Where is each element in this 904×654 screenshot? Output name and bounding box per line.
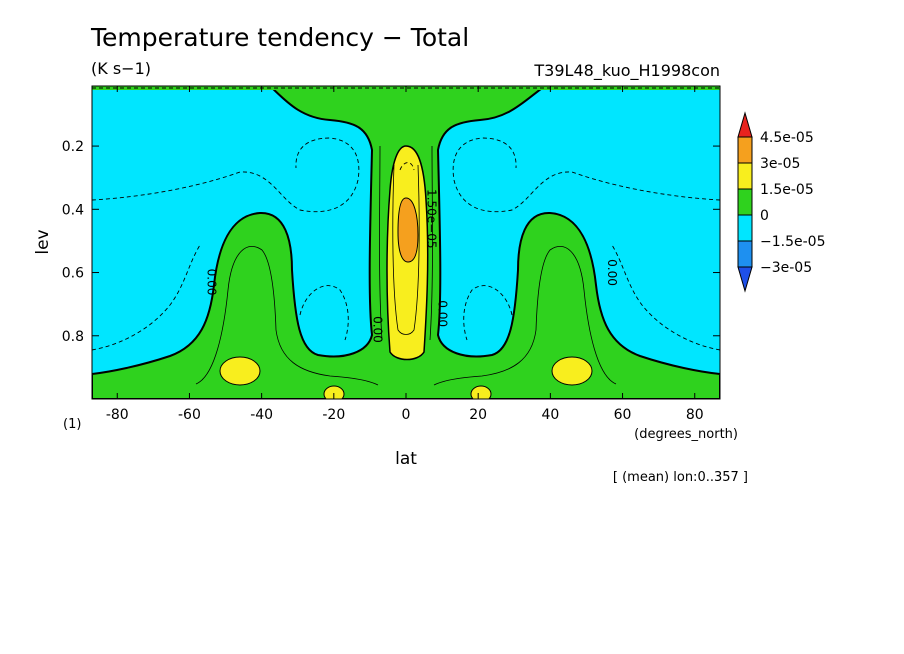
colorbar-segment (737, 240, 753, 268)
thin-contours (195, 145, 617, 386)
contour-label: 0.00 (435, 300, 449, 327)
contour-field: 0.00 0.00 0.00 0.00 1.50e−05 (92, 86, 720, 399)
small-maximum-north (470, 385, 492, 399)
x-tick-label: -20 (322, 407, 345, 423)
colorbar-segment (737, 136, 753, 164)
x-tick-label: 80 (686, 407, 704, 423)
y-tick-label: 0.8 (62, 329, 84, 345)
colorbar: 4.5e-05 3e-05 1.5e-05 0 −1.5e-05 −3e-05 (737, 111, 825, 293)
x-units-label: (degrees_north) (634, 427, 738, 442)
colorbar-top-arrow (737, 111, 753, 138)
y-axis: 0.2 0.4 0.6 0.8 (62, 139, 720, 345)
x-axis: -80 -60 -40 -20 0 20 40 60 80 (106, 86, 704, 423)
contour-label: 0.00 (371, 316, 385, 343)
mean-note: [ (mean) lon:0..357 ] (613, 470, 748, 485)
colorbar-segment (737, 162, 753, 190)
y-tick-label: 0.4 (62, 202, 84, 218)
colorbar-segment (737, 188, 753, 216)
x-tick-label: -80 (106, 407, 129, 423)
contour-label: 0.00 (605, 259, 619, 286)
x-tick-label: -60 (178, 407, 201, 423)
negative-contours (92, 87, 720, 351)
southern-low-maximum (219, 356, 261, 386)
colorbar-label: −1.5e-05 (760, 234, 825, 250)
colorbar-label: 4.5e-05 (760, 130, 814, 146)
colorbar-bottom-arrow (737, 266, 753, 293)
x-tick-label: 60 (614, 407, 632, 423)
small-maximum-south (323, 385, 345, 399)
x-tick-label: 20 (469, 407, 487, 423)
y-tick-label: 0.6 (62, 266, 84, 282)
x-axis-label: lat (395, 449, 417, 469)
axis-note: (1) (63, 417, 81, 432)
y-axis-label: lev (33, 229, 53, 254)
contour-label: 1.50e−05 (425, 189, 439, 248)
x-tick-label: 40 (541, 407, 559, 423)
colorbar-segment (737, 214, 753, 242)
x-tick-label: 0 (402, 407, 411, 423)
colorbar-label: −3e-05 (760, 260, 812, 276)
chart-title: Temperature tendency − Total (90, 23, 469, 52)
contour-label: 0.00 (204, 269, 218, 296)
colorbar-label: 3e-05 (760, 156, 800, 172)
run-id-label: T39L48_kuo_H1998con (533, 61, 720, 81)
units-label: (K s−1) (91, 59, 151, 78)
contour-labels: 0.00 0.00 0.00 0.00 1.50e−05 (204, 189, 619, 343)
colorbar-label: 0 (760, 208, 769, 224)
colorbar-label: 1.5e-05 (760, 182, 814, 198)
y-tick-label: 0.2 (62, 139, 84, 155)
northern-low-maximum (551, 356, 593, 386)
equatorial-core (397, 197, 419, 263)
x-tick-label: -40 (250, 407, 273, 423)
